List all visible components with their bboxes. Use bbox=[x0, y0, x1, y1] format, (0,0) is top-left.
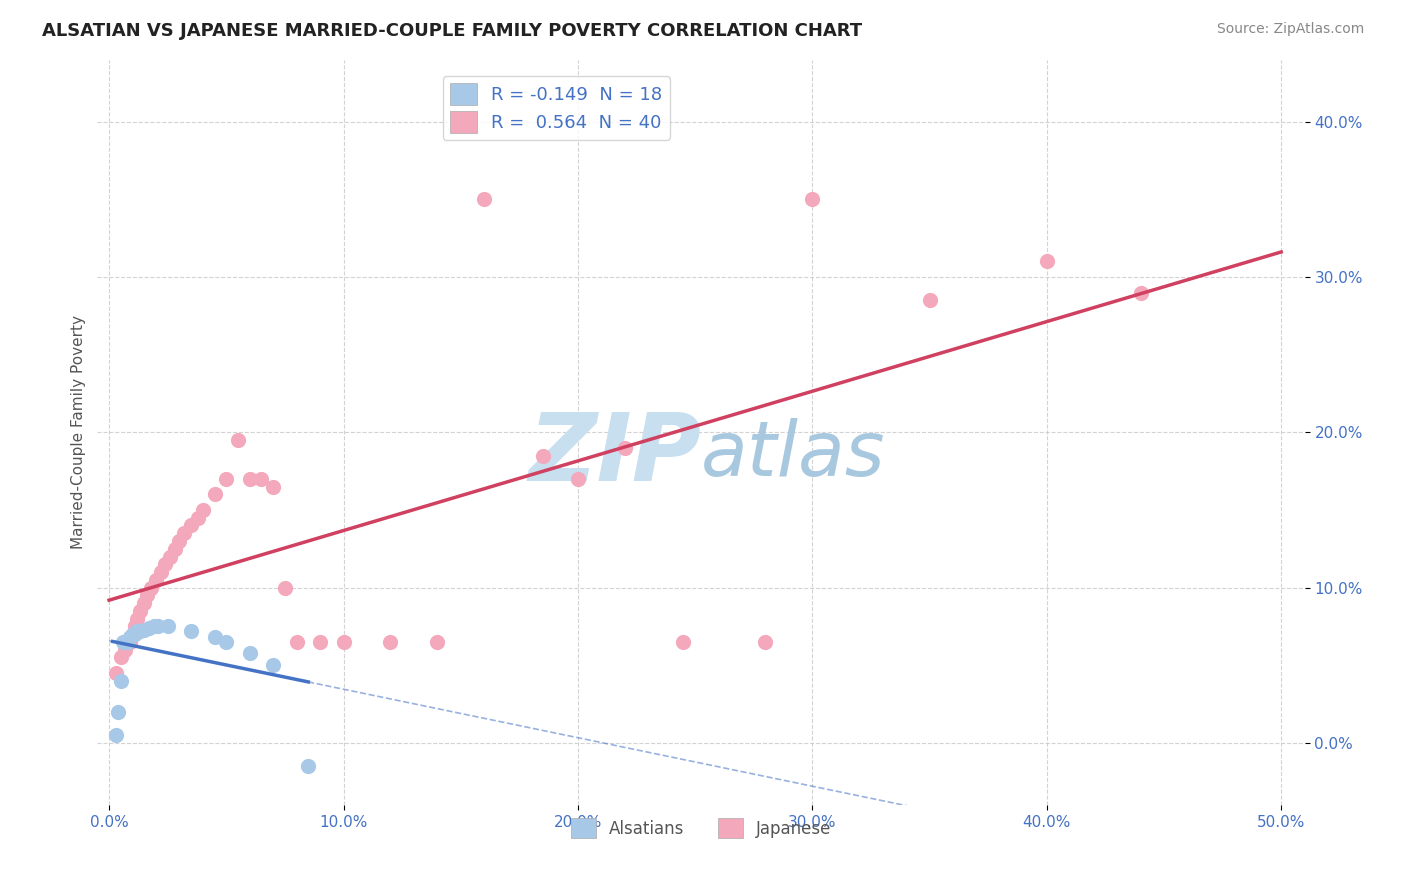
Point bbox=[169, 534, 191, 549]
Point bbox=[215, 635, 238, 649]
Point bbox=[567, 472, 589, 486]
Point bbox=[332, 635, 354, 649]
Point bbox=[180, 518, 202, 533]
Point bbox=[262, 658, 284, 673]
Point bbox=[149, 565, 172, 579]
Point bbox=[141, 581, 163, 595]
Point bbox=[124, 619, 146, 633]
Point bbox=[114, 642, 136, 657]
Point bbox=[180, 624, 202, 638]
Point bbox=[105, 728, 128, 742]
Point bbox=[297, 759, 319, 773]
Point bbox=[472, 193, 495, 207]
Text: ALSATIAN VS JAPANESE MARRIED-COUPLE FAMILY POVERTY CORRELATION CHART: ALSATIAN VS JAPANESE MARRIED-COUPLE FAMI… bbox=[42, 22, 862, 40]
Point bbox=[262, 480, 284, 494]
Text: atlas: atlas bbox=[702, 417, 886, 491]
Point bbox=[142, 619, 165, 633]
Point bbox=[380, 635, 402, 649]
Point bbox=[250, 472, 273, 486]
Point bbox=[239, 646, 262, 660]
Point bbox=[148, 619, 170, 633]
Point bbox=[128, 604, 150, 618]
Point bbox=[112, 635, 135, 649]
Point bbox=[156, 619, 179, 633]
Point bbox=[134, 596, 156, 610]
Point bbox=[163, 541, 186, 556]
Point bbox=[426, 635, 449, 649]
Point bbox=[127, 612, 149, 626]
Point bbox=[285, 635, 308, 649]
Point bbox=[531, 449, 554, 463]
Text: Source: ZipAtlas.com: Source: ZipAtlas.com bbox=[1216, 22, 1364, 37]
Point bbox=[105, 665, 128, 680]
Point bbox=[121, 627, 143, 641]
Point bbox=[138, 621, 160, 635]
Point bbox=[309, 635, 332, 649]
Point bbox=[120, 635, 142, 649]
Point bbox=[187, 510, 209, 524]
Point bbox=[173, 526, 195, 541]
Point bbox=[124, 627, 146, 641]
Point bbox=[135, 588, 157, 602]
Point bbox=[215, 472, 238, 486]
Point bbox=[107, 705, 129, 719]
Text: ZIP: ZIP bbox=[529, 409, 702, 500]
Point bbox=[121, 627, 143, 641]
Legend: Alsatians, Japanese: Alsatians, Japanese bbox=[564, 812, 838, 845]
Point bbox=[114, 635, 136, 649]
Point bbox=[120, 630, 142, 644]
Point bbox=[204, 630, 226, 644]
Point bbox=[117, 635, 139, 649]
Point bbox=[226, 433, 249, 447]
Point bbox=[159, 549, 181, 564]
Point bbox=[110, 673, 132, 688]
Point bbox=[1129, 285, 1152, 300]
Point bbox=[127, 624, 149, 638]
Point bbox=[155, 558, 177, 572]
Point bbox=[134, 623, 156, 637]
Point bbox=[918, 293, 941, 308]
Point bbox=[613, 441, 636, 455]
Point bbox=[128, 624, 150, 638]
Y-axis label: Married-Couple Family Poverty: Married-Couple Family Poverty bbox=[72, 315, 86, 549]
Point bbox=[1036, 254, 1059, 268]
Point bbox=[204, 487, 226, 501]
Point bbox=[274, 581, 297, 595]
Point bbox=[191, 503, 214, 517]
Point bbox=[110, 650, 132, 665]
Point bbox=[672, 635, 695, 649]
Point bbox=[239, 472, 262, 486]
Point bbox=[145, 573, 167, 587]
Point bbox=[754, 635, 776, 649]
Point bbox=[801, 193, 824, 207]
